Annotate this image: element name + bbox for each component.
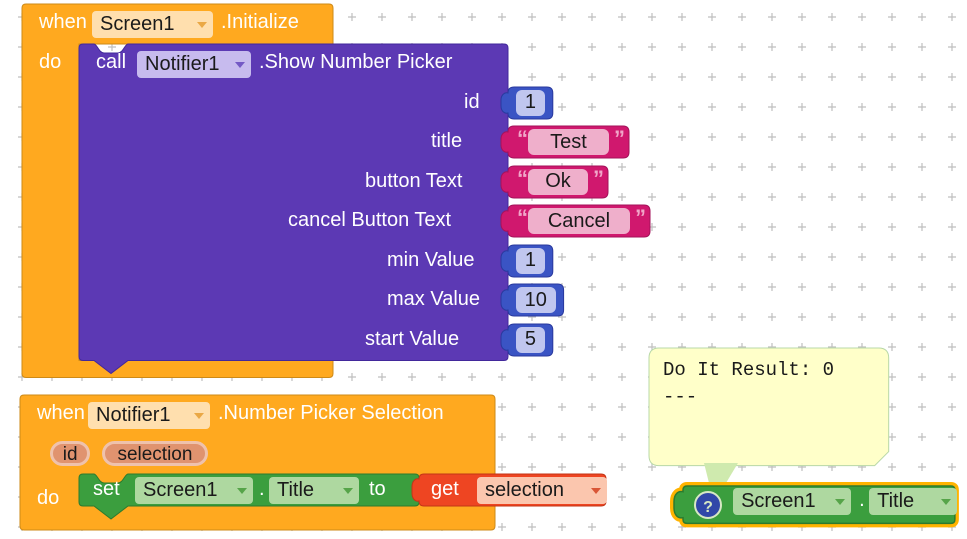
svg-text:?: ? — [703, 499, 713, 516]
